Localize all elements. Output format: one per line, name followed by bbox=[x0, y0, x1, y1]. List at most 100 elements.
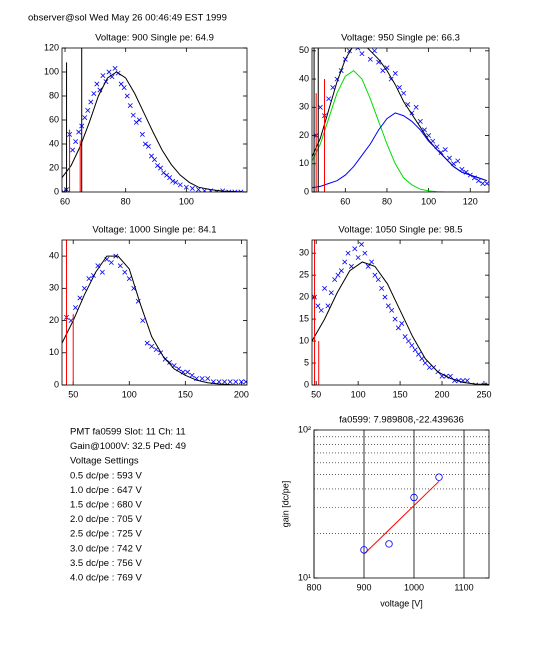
point bbox=[476, 178, 482, 184]
point bbox=[382, 294, 388, 300]
y-tick-label: 50 bbox=[299, 45, 309, 55]
chart: Voltage: 1050 Single pe: 98.550 100 150 200… bbox=[299, 225, 491, 400]
point bbox=[352, 246, 358, 252]
point bbox=[112, 65, 118, 71]
y-tick-label: 120 bbox=[44, 42, 59, 52]
chart: Voltage: 950 Single pe: 66.3 60 80 100 120 0 1… bbox=[299, 33, 490, 206]
x-tick-label: 250 bbox=[476, 389, 491, 399]
info-line: 1.0 dc/pe : 647 V bbox=[70, 485, 142, 496]
point bbox=[118, 81, 124, 87]
plot-area bbox=[312, 240, 489, 385]
y-tick-label: 20 bbox=[299, 291, 309, 301]
point bbox=[243, 379, 247, 385]
point bbox=[140, 318, 146, 324]
chart: Voltage: 1000 Single pe: 84.150 100 150 200… bbox=[49, 225, 249, 400]
point bbox=[70, 147, 76, 153]
x-tick-label: 50 bbox=[68, 389, 78, 399]
point bbox=[139, 131, 145, 137]
x-tick-label: 60 bbox=[340, 196, 350, 206]
x-tick-label: 1000 bbox=[404, 582, 424, 592]
x-tick-label: 150 bbox=[178, 389, 193, 399]
point bbox=[164, 172, 170, 178]
point bbox=[232, 189, 238, 192]
fit-line bbox=[312, 69, 487, 192]
point bbox=[216, 379, 222, 385]
point bbox=[401, 90, 407, 96]
point bbox=[161, 170, 167, 176]
point bbox=[417, 118, 423, 124]
y-tick-label: 40 bbox=[49, 138, 59, 148]
point bbox=[392, 316, 398, 322]
y-tick-label: 30 bbox=[299, 102, 309, 112]
fit-line bbox=[62, 71, 247, 192]
point bbox=[167, 175, 173, 181]
point bbox=[455, 158, 461, 164]
plot-area bbox=[62, 48, 247, 192]
point bbox=[416, 351, 422, 357]
point bbox=[195, 187, 201, 192]
point bbox=[412, 347, 418, 353]
y-tick-label: 0 bbox=[54, 186, 59, 196]
point bbox=[332, 277, 338, 283]
x-tick-label: 80 bbox=[121, 196, 131, 206]
point bbox=[399, 321, 405, 326]
fit-line bbox=[62, 255, 247, 385]
point bbox=[342, 259, 348, 265]
point bbox=[355, 48, 361, 51]
point bbox=[362, 250, 368, 256]
point bbox=[133, 119, 139, 125]
point bbox=[145, 143, 151, 149]
point bbox=[348, 263, 354, 269]
axes-box bbox=[311, 47, 490, 193]
point bbox=[389, 307, 395, 313]
point bbox=[72, 305, 78, 311]
point bbox=[222, 379, 228, 385]
point bbox=[226, 189, 232, 192]
chart: Voltage: 900 Single pe: 64.9 60 80 100 0 20 40… bbox=[44, 33, 248, 206]
point bbox=[106, 69, 112, 75]
y-tick-label: 60 bbox=[49, 114, 59, 124]
point bbox=[481, 382, 487, 385]
x-tick-label: 80 bbox=[382, 196, 392, 206]
x-tick-label: 1100 bbox=[454, 582, 473, 592]
info-line: 2.0 dc/pe : 705 V bbox=[70, 514, 142, 525]
y-tick-label: 10 bbox=[49, 347, 59, 357]
fit-line bbox=[312, 112, 488, 189]
plot-area bbox=[62, 240, 247, 385]
point bbox=[410, 493, 418, 502]
point bbox=[152, 157, 157, 163]
point bbox=[409, 342, 415, 348]
point bbox=[205, 376, 211, 382]
point bbox=[189, 372, 195, 378]
y-tick-label: 25 bbox=[299, 270, 309, 280]
y-tick-label: 100 bbox=[44, 66, 59, 76]
point bbox=[359, 241, 364, 247]
point bbox=[202, 188, 208, 192]
point bbox=[395, 325, 401, 331]
chart-title: Voltage: 1000 Single pe: 84.1 bbox=[92, 225, 216, 236]
point bbox=[435, 473, 443, 481]
point bbox=[330, 85, 336, 91]
point bbox=[153, 347, 159, 353]
point bbox=[325, 303, 331, 309]
point bbox=[360, 546, 368, 554]
point bbox=[167, 359, 173, 365]
info-line: 2.5 dc/pe : 725 V bbox=[70, 529, 142, 540]
y-tick-label: 20 bbox=[299, 130, 309, 140]
info-line: PMT fa0599 Slot: 11 Ch: 11 bbox=[70, 427, 186, 438]
point bbox=[155, 163, 161, 169]
plot-area bbox=[363, 480, 440, 555]
point bbox=[88, 99, 94, 105]
point bbox=[335, 272, 341, 278]
point bbox=[189, 185, 195, 191]
chart-title: fa0599: 7.989808,-22.439636 bbox=[339, 415, 464, 426]
x-tick-label: 50 bbox=[311, 389, 321, 399]
fit-line bbox=[312, 261, 489, 385]
x-tick-label: 100 bbox=[421, 196, 436, 206]
point bbox=[442, 147, 448, 153]
chart-title: Voltage: 1050 Single pe: 98.5 bbox=[338, 225, 462, 236]
point bbox=[86, 276, 92, 282]
point bbox=[238, 189, 244, 192]
y-tick-label: 15 bbox=[299, 313, 309, 323]
point bbox=[426, 364, 432, 370]
